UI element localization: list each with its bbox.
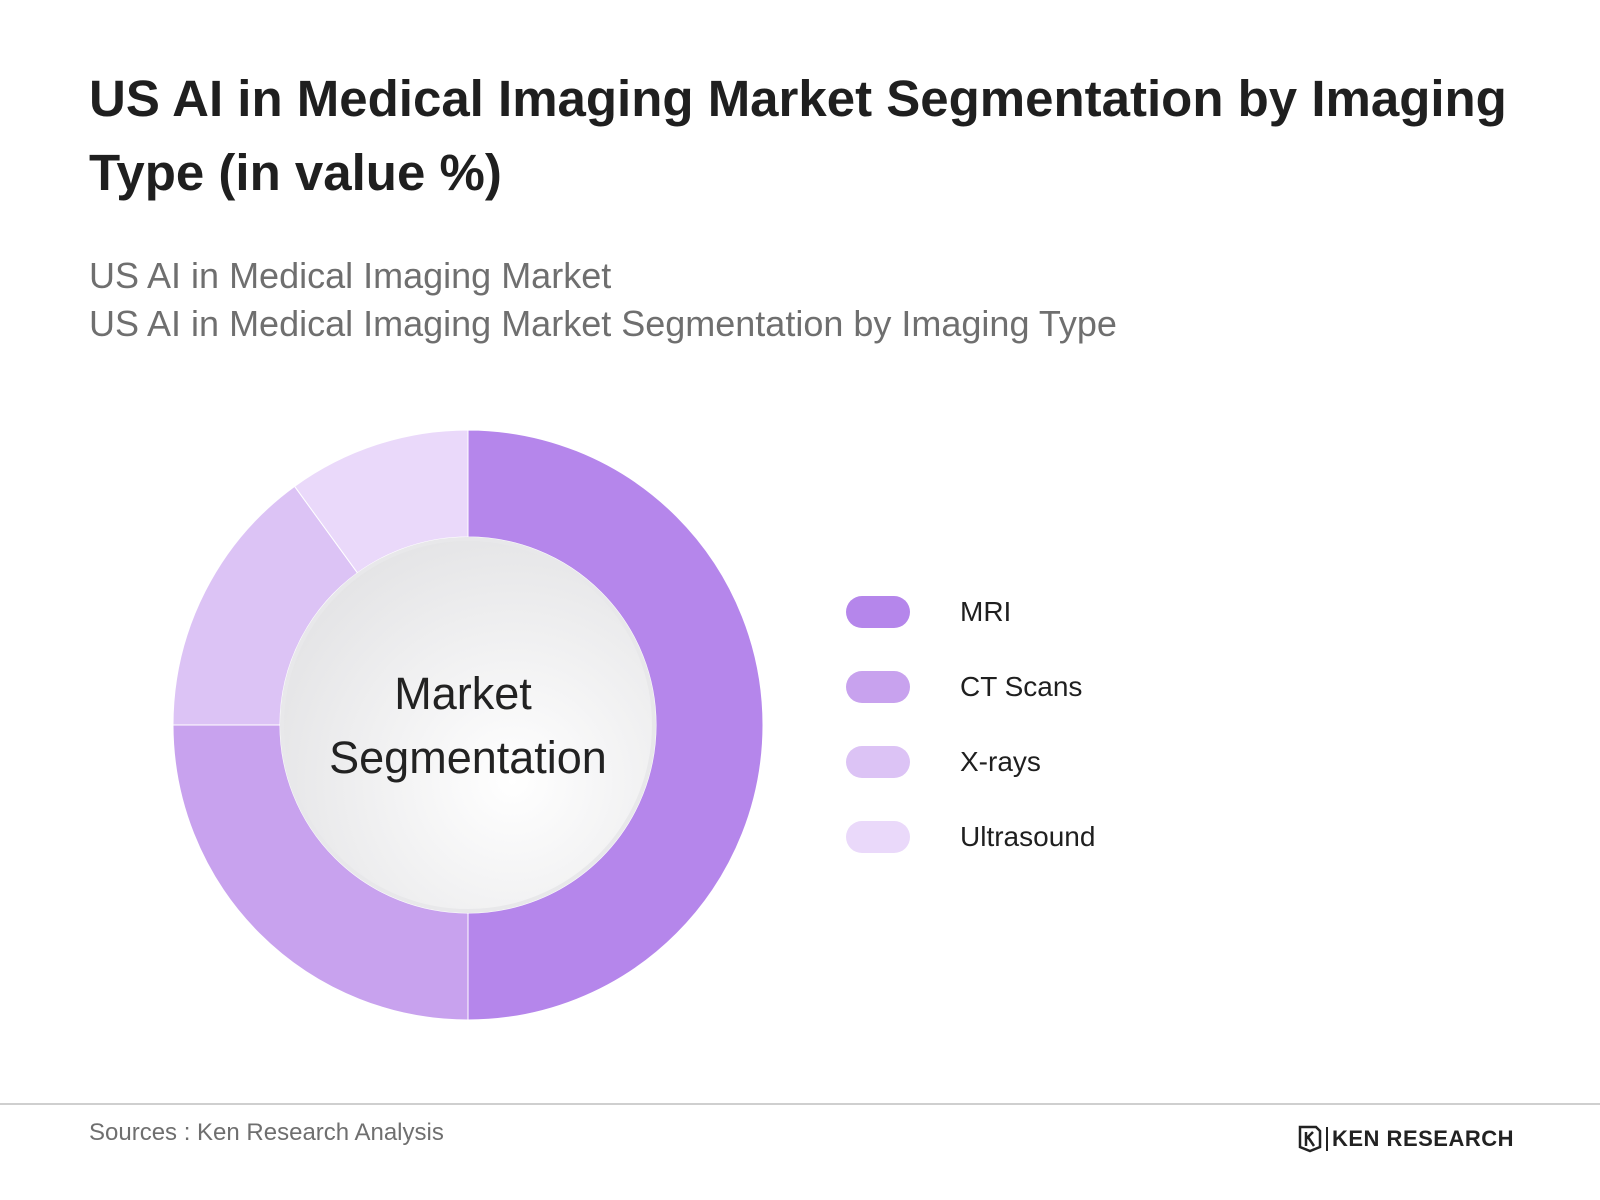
ken-research-logo-icon xyxy=(1298,1125,1322,1153)
chart-subtitle: US AI in Medical Imaging Market US AI in… xyxy=(89,252,1117,348)
donut-slices xyxy=(172,429,764,1021)
legend-label-ct-scans: CT Scans xyxy=(960,671,1083,702)
brand-name: KEN RESEARCH xyxy=(1332,1126,1515,1151)
donut-chart: Market Segmentation xyxy=(172,429,764,1021)
legend-swatch-ultrasound xyxy=(846,821,910,853)
legend-swatch-ct-scans xyxy=(846,671,910,703)
source-note: Sources : Ken Research Analysis xyxy=(89,1119,444,1146)
donut-center-circle xyxy=(280,537,656,913)
center-label-line-1: Market xyxy=(394,668,532,719)
donut-slice-ultrasound xyxy=(293,429,469,574)
brand-separator xyxy=(1326,1127,1328,1151)
legend-label-ultrasound: Ultrasound xyxy=(960,821,1096,852)
legend-swatch-x-rays xyxy=(846,746,910,778)
footer-divider xyxy=(0,1103,1600,1105)
legend-swatch-mri xyxy=(846,596,910,628)
chart-title: US AI in Medical Imaging Market Segmenta… xyxy=(89,70,1507,201)
subtitle-line-1: US AI in Medical Imaging Market xyxy=(89,255,612,296)
brand-logo: KEN RESEARCH xyxy=(1298,1124,1514,1154)
legend-label-mri: MRI xyxy=(960,596,1012,627)
center-label-line-2: Segmentation xyxy=(329,732,607,783)
legend-label-x-rays: X-rays xyxy=(960,746,1041,777)
subtitle-line-2: US AI in Medical Imaging Market Segmenta… xyxy=(89,303,1117,344)
